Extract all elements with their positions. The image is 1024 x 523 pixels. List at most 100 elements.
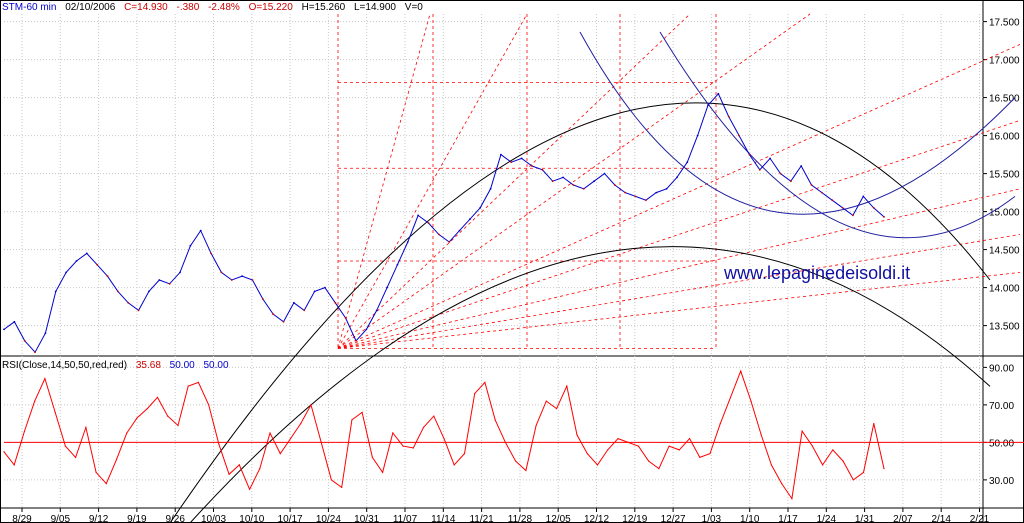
price-point xyxy=(820,191,823,194)
rsi-point xyxy=(883,468,885,470)
price-point xyxy=(883,216,885,218)
rsi-point xyxy=(586,453,588,455)
x-tick-label: 11/07 xyxy=(393,514,418,523)
x-tick-label: 1/10 xyxy=(740,514,760,523)
watermark-text: www.lepaginedeisoldi.it xyxy=(724,263,911,283)
price-point xyxy=(613,184,616,186)
rsi-point xyxy=(279,453,281,455)
price-point xyxy=(427,222,430,224)
rsi-point xyxy=(382,471,384,473)
price-point xyxy=(168,282,171,285)
rsi-point xyxy=(566,385,568,387)
price-point xyxy=(303,309,306,312)
y-tick-label: 17.000 xyxy=(989,56,1020,67)
price-point xyxy=(386,286,388,289)
x-tick-label: 9/12 xyxy=(89,514,109,523)
rsi-point xyxy=(852,479,854,481)
price-point xyxy=(44,332,47,335)
rsi-point xyxy=(13,464,15,466)
rsi-point xyxy=(688,438,691,440)
rsi-point xyxy=(648,460,650,462)
price-point xyxy=(75,260,78,262)
rsi-point xyxy=(95,471,97,473)
price-point xyxy=(758,168,761,171)
price-point xyxy=(789,180,792,183)
rsi-point xyxy=(862,471,865,473)
rsi-point xyxy=(392,432,394,434)
price-point xyxy=(572,184,575,186)
rsi-point xyxy=(433,415,435,417)
price-point xyxy=(862,195,865,198)
fibonacci-study xyxy=(337,13,1021,349)
rsi-point xyxy=(453,464,455,466)
y-tick-label: 13.500 xyxy=(989,322,1020,333)
rsi-point xyxy=(330,479,333,481)
price-point xyxy=(210,252,212,255)
rsi-point xyxy=(658,468,660,470)
price-point xyxy=(562,176,564,179)
y-tick-label: 16.000 xyxy=(989,132,1020,143)
price-point xyxy=(686,161,689,164)
rsi-point xyxy=(822,464,824,466)
rsi-point xyxy=(54,411,56,413)
price-point xyxy=(417,214,420,217)
rsi-point xyxy=(443,438,445,440)
rsi-point xyxy=(576,434,578,436)
price-point xyxy=(489,187,492,190)
x-tick-label: 12/19 xyxy=(622,514,647,523)
price-point xyxy=(748,153,751,156)
price-point xyxy=(872,206,875,209)
rsi-point xyxy=(740,370,742,372)
rsi-point xyxy=(811,445,813,447)
price-point xyxy=(531,165,533,167)
rsi-point xyxy=(75,456,77,458)
fib-fan-line xyxy=(337,272,1021,349)
price-point xyxy=(148,290,150,293)
close-label: C=14.930 xyxy=(124,2,168,13)
rsi-point xyxy=(494,419,496,421)
x-tick-label: 9/26 xyxy=(165,514,185,523)
price-point xyxy=(448,241,451,243)
rsi-point xyxy=(545,400,547,402)
fib-fan-line xyxy=(337,188,1021,349)
date-label: 02/10/2006 xyxy=(65,2,116,13)
rsi-point xyxy=(64,445,66,447)
price-point xyxy=(717,92,720,95)
rsi-point xyxy=(187,385,189,387)
price-point xyxy=(479,206,482,209)
x-tick-label: 12/12 xyxy=(584,514,609,523)
x-tick-label: 2/07 xyxy=(893,514,913,523)
rsi-point xyxy=(627,441,629,443)
rsi-point xyxy=(34,400,36,402)
price-point xyxy=(582,187,585,190)
rsi-point xyxy=(85,426,87,428)
rsi-point xyxy=(596,464,599,466)
y-tick-label: 15.500 xyxy=(989,170,1020,181)
y-tick-label: 17.500 xyxy=(989,18,1020,29)
rsi-point xyxy=(269,432,271,434)
rsi-point xyxy=(412,447,414,449)
rsi-point xyxy=(709,453,711,455)
price-point xyxy=(96,263,99,266)
rsi-point xyxy=(422,426,425,428)
rsi-point xyxy=(791,498,793,500)
rsi-point xyxy=(699,456,701,458)
rsi-point xyxy=(238,464,240,466)
symbol-label: STM-60 min xyxy=(2,2,57,13)
rsi-point xyxy=(156,396,159,398)
y-tick-label: 14.500 xyxy=(989,246,1020,257)
price-point xyxy=(541,168,544,171)
price-point xyxy=(551,180,554,183)
fib-fan-line xyxy=(337,13,431,349)
rsi-point xyxy=(525,469,527,472)
price-point xyxy=(127,301,130,304)
price-point xyxy=(696,134,699,137)
upper-arc xyxy=(169,102,991,523)
rsi-point xyxy=(105,483,107,485)
price-point xyxy=(106,275,109,278)
rsi-point xyxy=(474,393,476,395)
rsi-point xyxy=(248,488,251,490)
x-tick-label: 2/21 xyxy=(970,514,990,523)
x-tick-label: 10/31 xyxy=(354,514,379,523)
